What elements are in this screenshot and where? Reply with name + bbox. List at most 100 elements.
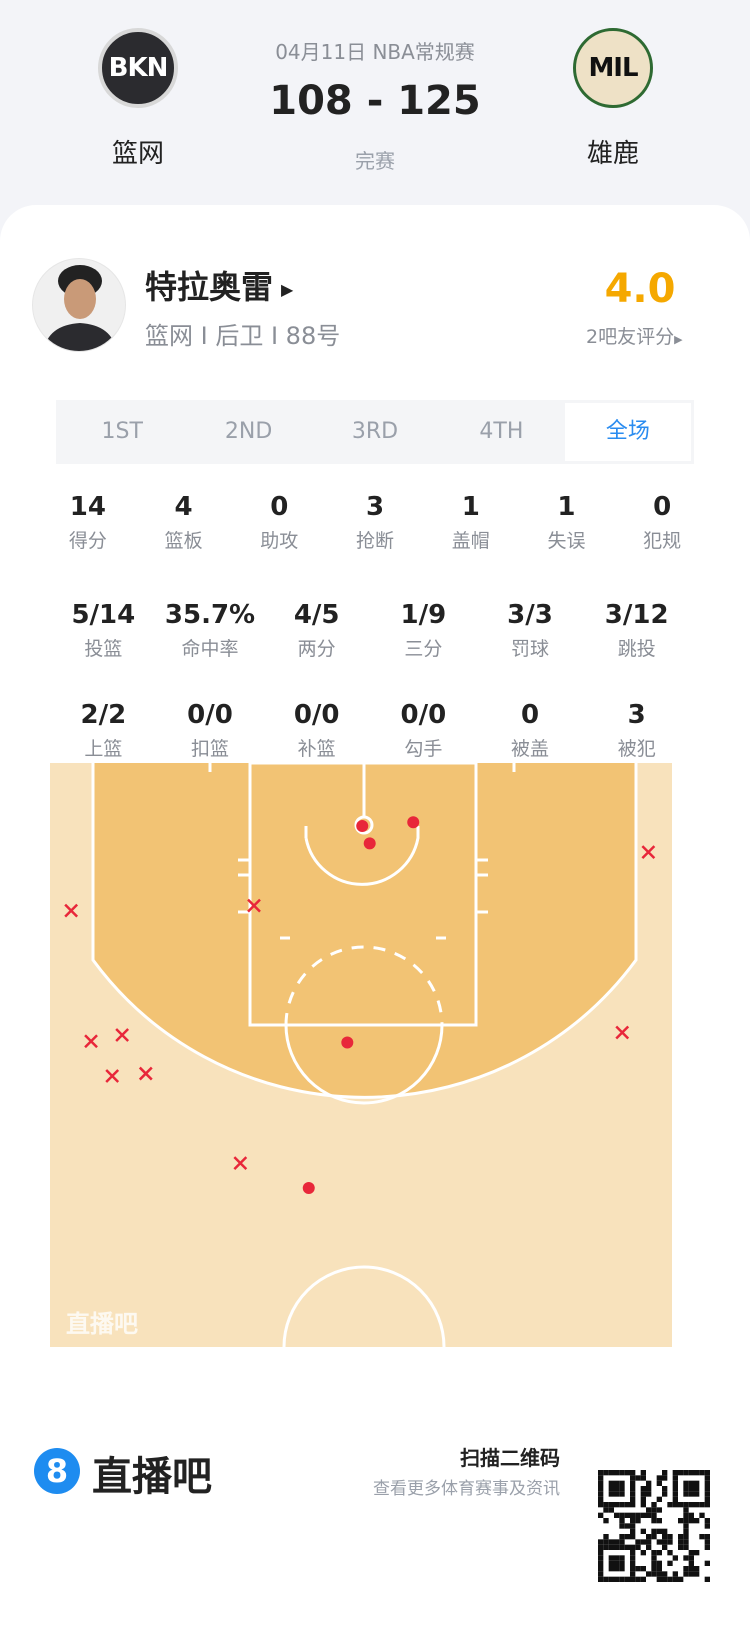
stat-label: 三分 xyxy=(404,638,443,660)
milwaukee-team-logo[interactable]: MIL xyxy=(573,28,653,108)
stat-label: 篮板 xyxy=(164,530,203,552)
stat-value: 5/14 xyxy=(71,600,136,630)
missed-shot-marker xyxy=(138,1066,153,1081)
stat-cell: 0 犯规 xyxy=(614,492,710,553)
away-team-name: 雄鹿 xyxy=(586,139,639,169)
stat-value: 14 xyxy=(69,492,106,522)
tab-3rd[interactable]: 3RD xyxy=(351,419,399,444)
tab-1st[interactable]: 1ST xyxy=(101,419,143,444)
stat-value: 1 xyxy=(557,492,576,522)
player-avatar[interactable] xyxy=(32,258,126,352)
stat-cell: 4 篮板 xyxy=(136,492,232,553)
stat-cell: 5/14 投篮 xyxy=(50,600,157,661)
stat-label: 跳投 xyxy=(617,638,656,660)
stat-cell: 0 助攻 xyxy=(231,492,327,553)
stat-value: 0/0 xyxy=(293,700,340,730)
three-point-area xyxy=(93,763,636,1098)
stat-label: 被犯 xyxy=(617,738,656,760)
tab-full-game[interactable]: 全场 xyxy=(564,403,692,461)
stats-row: 14 得分 4 篮板 0 助攻 3 抢断 1 盖帽 1 失误 0 犯规 xyxy=(40,492,710,553)
player-rating: 4.0 xyxy=(604,266,676,312)
caret-right-icon: ▶ xyxy=(674,333,683,346)
stat-cell: 1/9 三分 xyxy=(370,600,477,661)
made-shot-marker xyxy=(341,1036,354,1049)
stat-cell: 0 被盖 xyxy=(477,700,584,761)
period-tabs: 1ST 2ND 3RD 4TH 全场 xyxy=(56,400,694,464)
qr-code[interactable] xyxy=(598,1470,710,1582)
brooklyn-team-logo[interactable]: BKN xyxy=(98,28,178,108)
game-score: 108 - 125 xyxy=(269,78,481,124)
missed-shot-marker xyxy=(105,1069,120,1083)
stat-cell: 0/0 勾手 xyxy=(370,700,477,761)
stat-label: 上篮 xyxy=(84,738,123,760)
rating-link[interactable]: 2吧友评分▶ xyxy=(586,322,683,349)
missed-shot-marker xyxy=(247,898,261,913)
stat-value: 3/3 xyxy=(507,600,553,630)
stat-value: 0 xyxy=(653,492,672,522)
stat-cell: 0/0 补篮 xyxy=(263,700,370,761)
stat-value: 1/9 xyxy=(400,600,447,630)
stats-row: 5/14 投篮 35.7% 命中率 4/5 两分 1/9 三分 3/3 罚球 3/12 跳投 xyxy=(50,600,690,661)
stat-cell: 0/0 扣篮 xyxy=(157,700,264,761)
stat-label: 失误 xyxy=(547,530,586,552)
stat-value: 0/0 xyxy=(187,700,233,730)
made-shot-marker xyxy=(407,816,420,829)
missed-shot-marker xyxy=(615,1025,630,1040)
court-lines xyxy=(91,763,638,1347)
stat-cell: 35.7% 命中率 xyxy=(157,600,264,661)
stat-value: 2/2 xyxy=(80,700,127,730)
stat-label: 勾手 xyxy=(404,738,443,760)
tab-4th[interactable]: 4TH xyxy=(479,419,524,444)
game-status: 完赛 xyxy=(355,149,395,173)
scan-qr-title: 扫描二维码 xyxy=(460,1446,560,1470)
game-date-league: 04月11日 NBA常规赛 xyxy=(275,40,475,64)
watermark-logo: 直播吧 xyxy=(66,1310,138,1338)
brand-logo-icon: 8 xyxy=(34,1448,80,1494)
stat-value: 4 xyxy=(174,492,193,522)
made-shot-marker xyxy=(363,837,376,850)
stat-cell: 4/5 两分 xyxy=(263,600,370,661)
stat-value: 3 xyxy=(365,492,385,522)
stat-value: 3/12 xyxy=(604,600,669,630)
rating-label: 2吧友评分 xyxy=(586,326,675,348)
stat-value: 4/5 xyxy=(293,600,340,630)
stats-row: 2/2 上篮 0/0 扣篮 0/0 补篮 0/0 勾手 0 被盖 3 被犯 xyxy=(50,700,690,761)
stat-cell: 2/2 上篮 xyxy=(50,700,157,761)
stat-value: 35.7% xyxy=(164,600,256,630)
missed-shot-marker xyxy=(641,845,656,860)
stat-label: 犯规 xyxy=(643,530,682,552)
stat-value: 3 xyxy=(627,700,646,730)
made-shot-marker xyxy=(302,1182,315,1195)
made-shot-marker xyxy=(356,820,369,832)
stat-label: 助攻 xyxy=(260,530,299,552)
stat-label: 投篮 xyxy=(84,638,123,660)
stat-label: 扣篮 xyxy=(191,738,230,760)
tab-2nd[interactable]: 2ND xyxy=(224,419,273,444)
stat-label: 抢断 xyxy=(356,530,395,552)
stat-cell: 3 被犯 xyxy=(583,700,690,761)
scan-qr-subtitle: 查看更多体育赛事及资讯 xyxy=(373,1479,560,1499)
stat-value: 1 xyxy=(461,492,480,522)
stat-value: 0 xyxy=(520,700,540,730)
stat-cell: 3/12 跳投 xyxy=(583,600,690,661)
missed-shot-marker xyxy=(64,903,79,918)
stat-value: 0/0 xyxy=(400,700,447,730)
brand-name: 直播吧 xyxy=(92,1454,212,1500)
stat-label: 命中率 xyxy=(181,638,239,660)
shot-chart: 直播吧 xyxy=(50,763,672,1347)
stat-label: 盖帽 xyxy=(451,530,490,552)
stat-cell: 14 得分 xyxy=(40,492,136,553)
player-info: 篮网 I 后卫 I 88号 xyxy=(145,322,341,350)
stat-label: 两分 xyxy=(297,638,336,660)
missed-shot-marker xyxy=(233,1156,248,1171)
player-name[interactable]: 特拉奥雷 ▶ xyxy=(145,262,293,308)
missed-shot-marker xyxy=(84,1034,98,1049)
caret-right-icon: ▶ xyxy=(281,279,294,299)
stat-label: 被盖 xyxy=(511,738,550,760)
missed-shot-marker xyxy=(115,1028,130,1042)
stat-label: 得分 xyxy=(68,530,107,552)
home-team-name: 篮网 xyxy=(111,139,164,169)
stat-cell: 1 盖帽 xyxy=(423,492,519,553)
player-name-text: 特拉奥雷 xyxy=(145,268,274,306)
stat-cell: 3 抢断 xyxy=(327,492,423,553)
